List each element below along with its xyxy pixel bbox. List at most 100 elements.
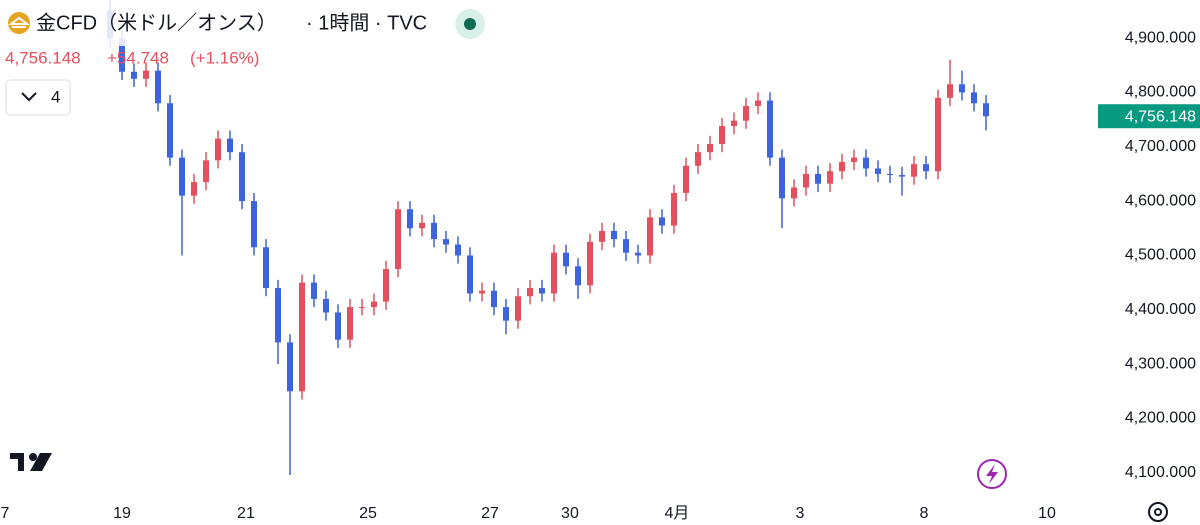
y-tick-label: 4,500.000	[1125, 247, 1196, 264]
candle-body	[251, 201, 258, 248]
candle-body	[419, 222, 426, 229]
last-price-badge	[1098, 104, 1200, 129]
change: +54.748	[107, 48, 169, 67]
indicator-toggle[interactable]	[5, 79, 71, 116]
interval: · 1時間 · TVC	[306, 11, 427, 34]
x-tick-label: 8	[920, 505, 929, 522]
candle-body	[287, 342, 294, 392]
candle-body	[539, 288, 545, 294]
candle-body	[311, 282, 318, 299]
candle-body	[886, 173, 893, 175]
candle-body	[754, 100, 761, 106]
tv-logo	[10, 453, 52, 471]
candle-body	[826, 171, 833, 184]
x-tick-label: 19	[113, 505, 131, 522]
candle-body	[263, 247, 270, 289]
price: 4,756.148	[5, 48, 81, 67]
candle-body	[323, 298, 330, 313]
candle-body	[431, 222, 438, 240]
candle-body	[742, 105, 749, 121]
candle-body	[622, 239, 629, 253]
candle-body	[299, 282, 306, 392]
candle-body	[227, 138, 234, 153]
candle-body	[515, 296, 521, 321]
lightning-icon	[986, 464, 998, 484]
settings-icon	[1154, 508, 1162, 516]
y-tick-label: 4,800.000	[1125, 84, 1196, 101]
candle-body	[575, 266, 581, 286]
candle-body	[958, 84, 965, 93]
candle-body	[395, 209, 402, 270]
change-pct: (+1.16%)	[190, 48, 259, 67]
candle-body	[598, 230, 605, 242]
candle-body	[670, 192, 677, 226]
candle-body	[215, 138, 222, 161]
settings-button[interactable]	[1148, 502, 1168, 522]
candle-body	[239, 152, 246, 202]
candle-body	[371, 301, 378, 308]
candle-body	[766, 100, 773, 158]
candle-body	[179, 157, 186, 196]
candle-body	[167, 103, 174, 158]
candle-body	[646, 217, 653, 256]
x-tick-label: 7	[1, 505, 10, 522]
y-tick-label: 4,900.000	[1125, 29, 1196, 46]
chart-title: 金CFD（米ドル／オンス）	[36, 11, 277, 34]
x-tick-label: 3	[796, 505, 805, 522]
y-tick-label: 4,600.000	[1125, 192, 1196, 209]
candle-body	[131, 71, 138, 79]
symbol-icon-glyph	[8, 16, 30, 28]
candle-body	[479, 290, 486, 294]
candle-body	[383, 269, 390, 302]
x-tick-label: 27	[481, 505, 499, 522]
status-dot	[464, 18, 476, 30]
candle-body	[359, 307, 366, 309]
candle-body	[467, 255, 474, 294]
candle-body	[862, 157, 869, 169]
candle-body	[922, 164, 929, 172]
x-tick-label: 4月	[665, 505, 690, 522]
header-bg	[0, 0, 480, 46]
candle-body	[407, 209, 414, 229]
price-axis: 4,100.000 4,200.000 4,300.000 4,400.000 4,50…	[1, 29, 1200, 522]
candle-body	[718, 126, 725, 145]
tv-logo-dot	[29, 453, 37, 461]
candle-body	[730, 120, 737, 127]
chevron	[21, 92, 37, 102]
candle-body	[682, 165, 689, 193]
y-tick-label: 4,100.000	[1125, 464, 1196, 481]
candle-body	[850, 157, 857, 162]
candle-body	[814, 173, 821, 184]
candle-body	[191, 182, 198, 196]
candle-body	[658, 217, 665, 226]
candle-body	[694, 152, 701, 166]
candle-body	[203, 160, 210, 183]
candle-body	[802, 173, 809, 188]
candle-body	[155, 70, 162, 104]
candle-body	[706, 144, 713, 153]
indicator-count: 4	[51, 87, 60, 106]
candle-body	[491, 290, 498, 308]
candle-body	[778, 157, 785, 199]
last-price-label: 4,756.148	[1125, 108, 1196, 125]
candle-body	[790, 187, 797, 199]
x-tick-label: 30	[561, 505, 579, 522]
y-tick-label: 4,200.000	[1125, 410, 1196, 427]
x-tick-label: 10	[1038, 505, 1056, 522]
y-tick-label: 4,400.000	[1125, 301, 1196, 318]
candle-body	[970, 92, 977, 104]
candle-body	[551, 252, 557, 294]
x-tick-label: 21	[237, 505, 255, 522]
candle-body	[634, 252, 641, 256]
candle-body	[934, 97, 941, 172]
y-tick-label: 4,700.000	[1125, 138, 1196, 155]
candle-body	[443, 239, 450, 245]
candle-body	[838, 161, 845, 172]
candle-body	[347, 307, 354, 340]
x-tick-label: 25	[359, 505, 377, 522]
y-tick-label: 4,300.000	[1125, 355, 1196, 372]
candle-body	[503, 307, 510, 321]
candle-body	[455, 244, 462, 256]
